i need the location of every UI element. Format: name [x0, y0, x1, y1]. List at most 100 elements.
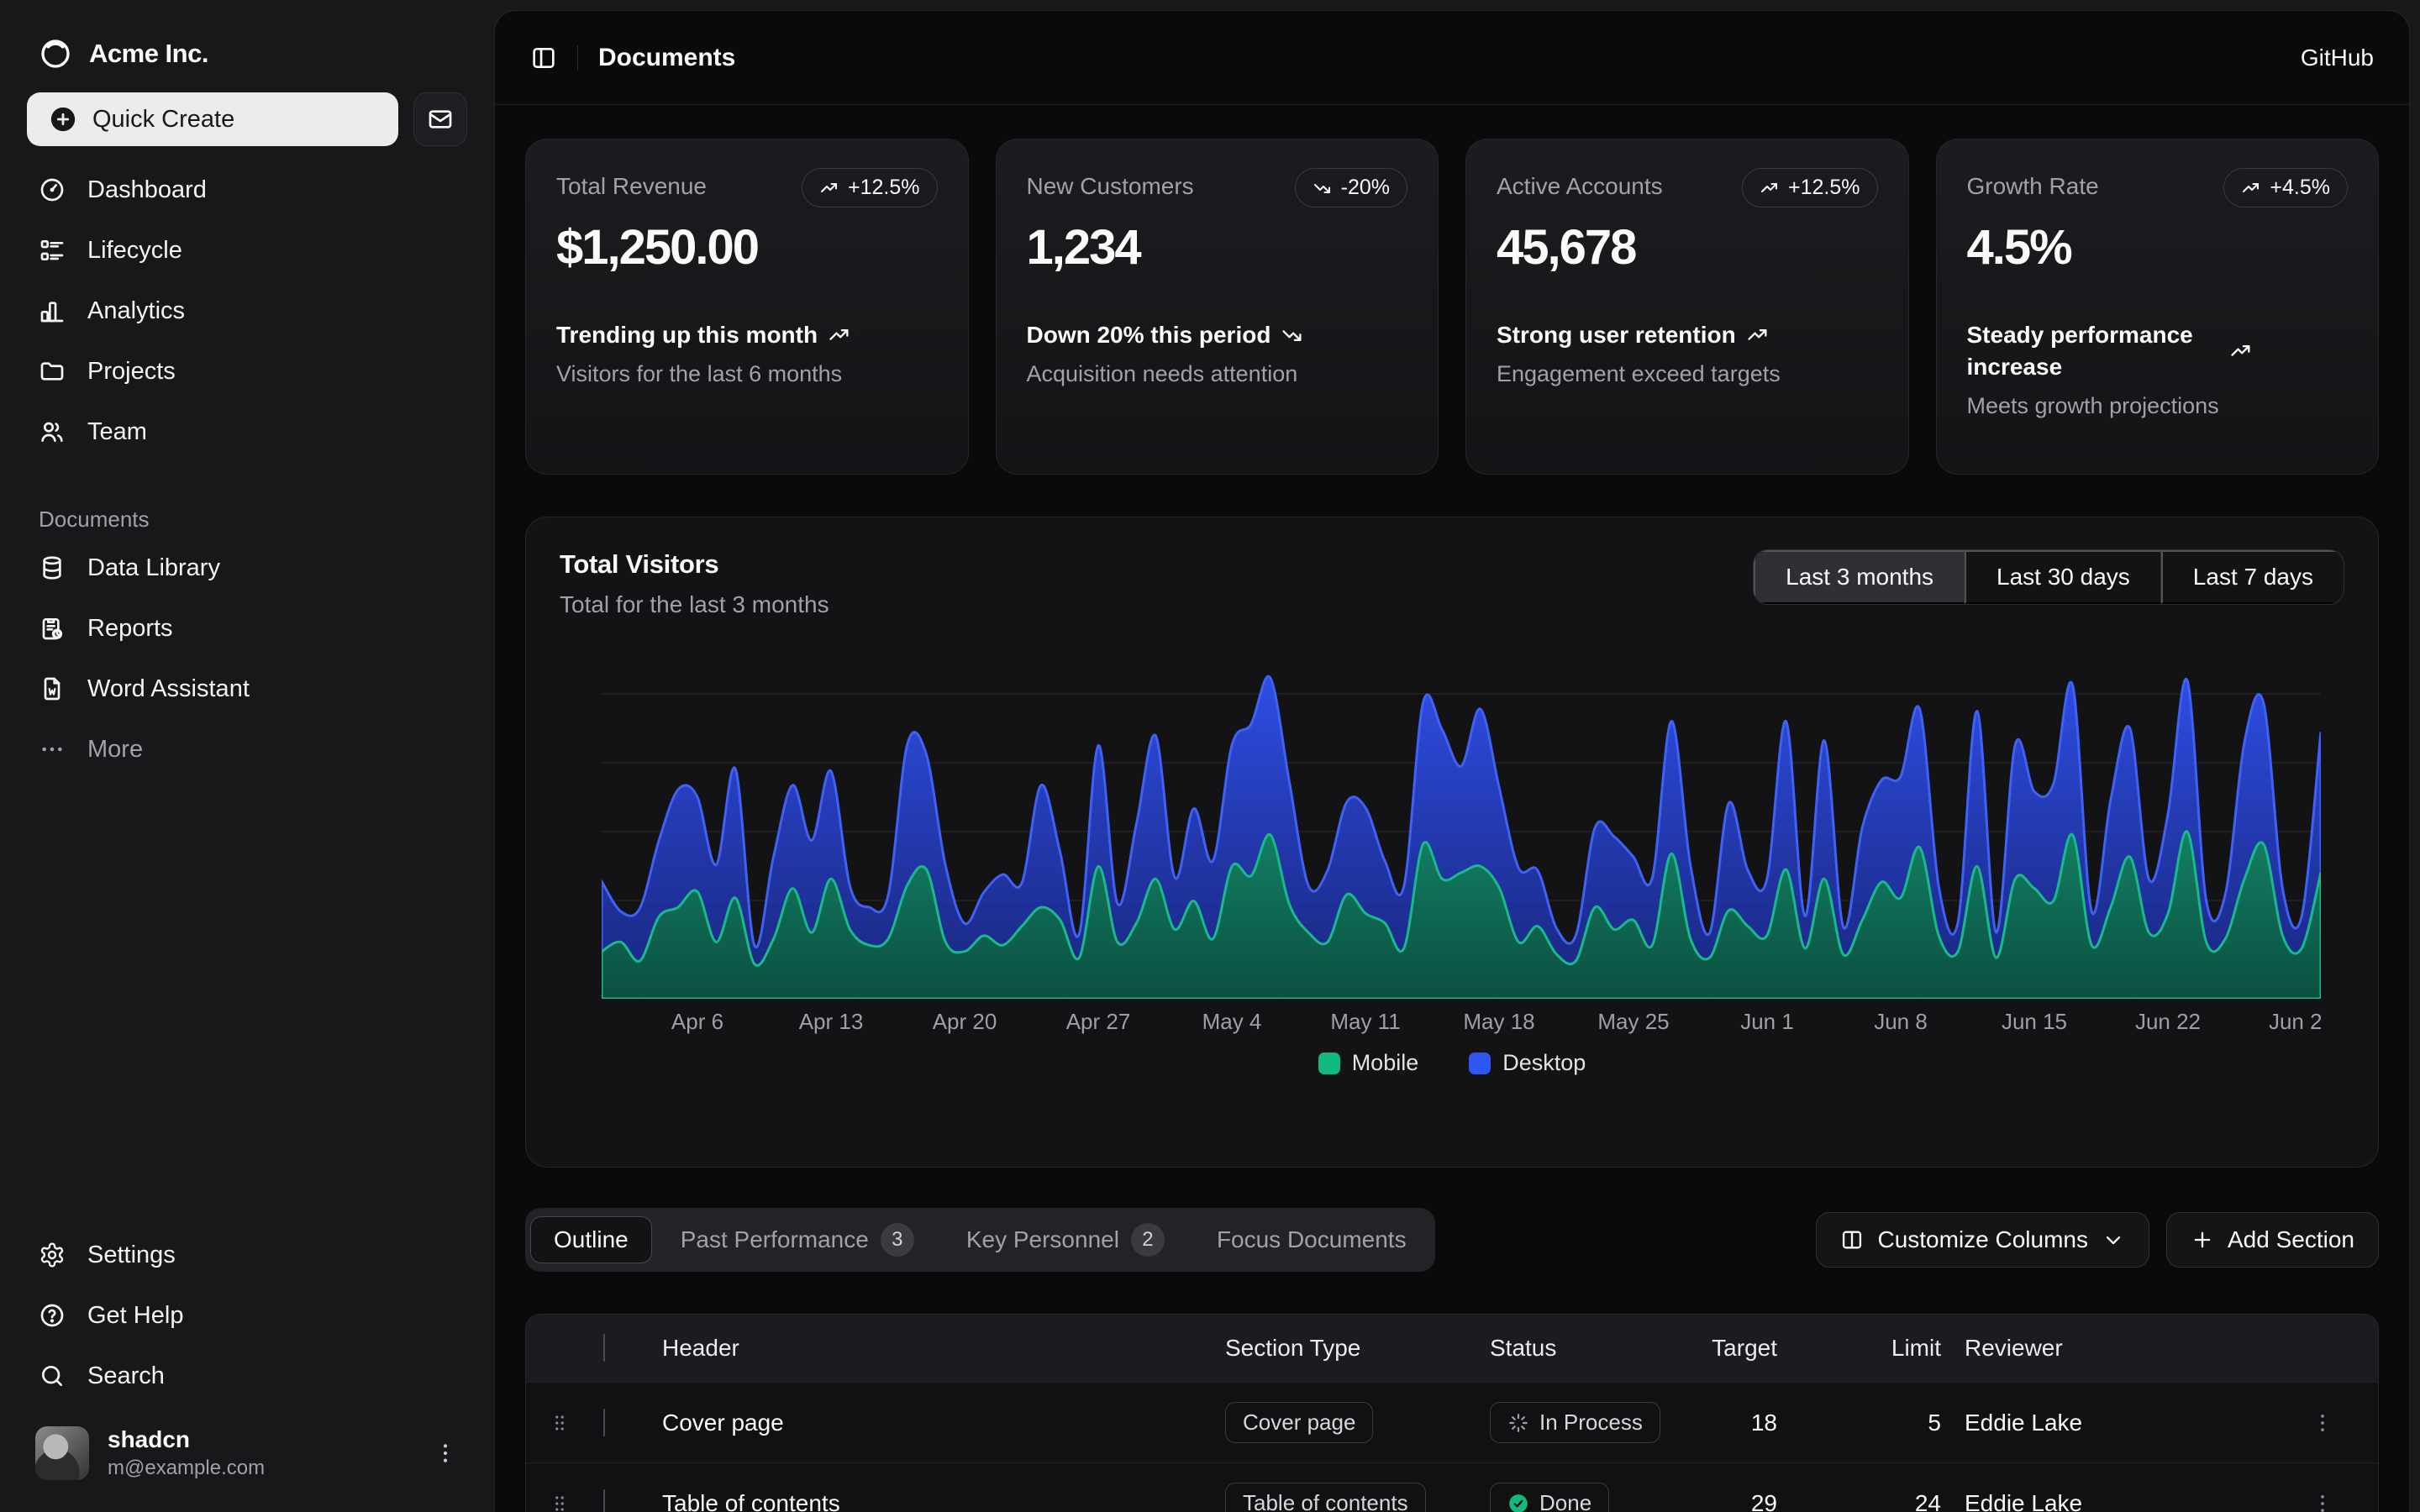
svg-text:Jun 15: Jun 15 [2002, 1009, 2067, 1034]
svg-text:Apr 6: Apr 6 [671, 1009, 723, 1034]
sidebar-item-label: Search [87, 1362, 165, 1389]
sidebar-item-word-assistant[interactable]: Word Assistant [27, 659, 467, 719]
list-details-icon [39, 237, 66, 264]
sidebar-item-lifecycle[interactable]: Lifecycle [27, 220, 467, 281]
sections-table: Header Section Type Status Target Limit … [525, 1314, 2379, 1512]
row-header-link[interactable]: Table of contents [662, 1489, 840, 1512]
sidebar-item-team[interactable]: Team [27, 402, 467, 462]
card-foot-title: Down 20% this period [1027, 319, 1408, 351]
more-vertical-icon[interactable] [432, 1440, 459, 1467]
sidebar-item-more[interactable]: More [27, 719, 467, 780]
sidebar-item-search[interactable]: Search [27, 1346, 467, 1406]
svg-text:Jun 29: Jun 29 [2269, 1009, 2321, 1034]
time-range-toggle: Last 3 months Last 30 days Last 7 days [1753, 549, 2344, 605]
folder-icon [39, 358, 66, 385]
svg-text:Jun 22: Jun 22 [2135, 1009, 2201, 1034]
table-toolbar: Outline Past Performance 3 Key Personnel… [525, 1208, 2379, 1272]
col-limit: Limit [1891, 1335, 1941, 1361]
card-value: $1,250.00 [556, 220, 760, 275]
range-last-3-months[interactable]: Last 3 months [1754, 550, 1965, 604]
row-checkbox[interactable] [603, 1408, 605, 1436]
legend-desktop[interactable]: Desktop [1469, 1050, 1586, 1076]
drag-handle-icon[interactable] [526, 1493, 593, 1512]
trending-up-icon [1761, 182, 1777, 192]
quick-create-button[interactable]: Quick Create [27, 92, 398, 146]
documents-nav: Data Library Reports Word Assistant More [27, 538, 467, 780]
add-section-button[interactable]: Add Section [2166, 1212, 2379, 1268]
chart-subtitle: Total for the last 3 months [560, 591, 829, 617]
user-menu[interactable]: shadcn m@example.com [27, 1415, 467, 1492]
trending-down-icon [1313, 183, 1330, 193]
legend-mobile[interactable]: Mobile [1318, 1050, 1418, 1076]
card-value: 45,678 [1497, 220, 1637, 275]
section-type-badge: Cover page [1225, 1402, 1374, 1443]
svg-text:Jun 1: Jun 1 [1740, 1009, 1794, 1034]
users-icon [39, 418, 66, 445]
github-link[interactable]: GitHub [2300, 44, 2374, 71]
svg-text:Apr 13: Apr 13 [799, 1009, 864, 1034]
table-row: Table of contents Table of contents Done… [526, 1462, 2378, 1512]
row-menu-button[interactable] [2281, 1410, 2365, 1436]
drag-handle-icon[interactable] [526, 1412, 593, 1434]
sidebar-item-settings[interactable]: Settings [27, 1225, 467, 1285]
target-value[interactable]: 18 [1750, 1409, 1777, 1436]
visitors-chart-card: Total Visitors Total for the last 3 mont… [525, 517, 2379, 1168]
limit-value[interactable]: 5 [1928, 1409, 1941, 1436]
sidebar-item-analytics[interactable]: Analytics [27, 281, 467, 341]
columns-icon [1843, 1231, 1862, 1249]
col-status: Status [1490, 1335, 1557, 1361]
reviewer-value[interactable]: Eddie Lake [1965, 1489, 2083, 1512]
sidebar-toggle-button[interactable] [530, 45, 557, 71]
loader-icon [1509, 1413, 1528, 1432]
range-last-7-days[interactable]: Last 7 days [2160, 550, 2344, 604]
sidebar-item-label: Data Library [87, 554, 220, 581]
svg-text:Apr 27: Apr 27 [1066, 1009, 1131, 1034]
select-all-checkbox[interactable] [603, 1334, 605, 1362]
card-title: Active Accounts [1497, 173, 1663, 199]
gauge-icon [39, 176, 66, 203]
sidebar-item-label: Team [87, 417, 147, 445]
sidebar-item-dashboard[interactable]: Dashboard [27, 160, 467, 220]
trend-badge: -20% [1294, 168, 1407, 207]
tab-outline[interactable]: Outline [530, 1216, 652, 1263]
search-icon [39, 1362, 66, 1389]
customize-columns-button[interactable]: Customize Columns [1816, 1212, 2149, 1268]
tab-focus-documents[interactable]: Focus Documents [1216, 1226, 1407, 1252]
status-badge: In Process [1490, 1402, 1660, 1443]
card-foot-desc: Meets growth projections [1966, 392, 2219, 418]
trend-badge: +12.5% [1742, 168, 1878, 207]
svg-text:May 11: May 11 [1330, 1009, 1400, 1034]
card-total-revenue: Total Revenue +12.5% $1,250.00 Trending … [525, 139, 969, 475]
sidebar-item-get-help[interactable]: Get Help [27, 1285, 467, 1346]
card-value: 4.5% [1966, 220, 2073, 275]
card-active-accounts: Active Accounts +12.5% 45,678 Strong use… [1465, 139, 1909, 475]
reviewer-value[interactable]: Eddie Lake [1965, 1409, 2083, 1436]
file-word-icon [39, 675, 66, 702]
tab-key-personnel[interactable]: Key Personnel 2 [943, 1213, 1188, 1267]
tab-past-performance[interactable]: Past Performance 3 [657, 1213, 938, 1267]
table-row: Cover page Cover page In Process 18 5 Ed… [526, 1382, 2378, 1462]
documents-section-label: Documents [39, 506, 150, 532]
sidebar-item-reports[interactable]: Reports [27, 598, 467, 659]
row-menu-button[interactable] [2281, 1491, 2365, 1512]
more-vertical-icon [2321, 1414, 2324, 1431]
trending-up-icon [2230, 344, 2249, 356]
org-switcher[interactable]: Acme Inc. [27, 0, 467, 71]
sidebar-item-label: Dashboard [87, 176, 207, 203]
inbox-button[interactable] [413, 92, 467, 146]
area-chart[interactable]: Apr 6 Apr 13 Apr 20 Apr 27 May 4 May 11 May 18… [602, 652, 2344, 1045]
more-vertical-icon [2321, 1494, 2324, 1512]
range-last-30-days[interactable]: Last 30 days [1965, 550, 2161, 604]
section-type-badge: Table of contents [1225, 1483, 1426, 1512]
row-checkbox[interactable] [603, 1488, 605, 1512]
limit-value[interactable]: 24 [1914, 1489, 1941, 1512]
table-header-row: Header Section Type Status Target Limit … [526, 1315, 2378, 1382]
sidebar-item-projects[interactable]: Projects [27, 341, 467, 402]
target-value[interactable]: 29 [1750, 1489, 1777, 1512]
card-foot-desc: Visitors for the last 6 months [556, 360, 843, 386]
trending-down-icon [1282, 330, 1302, 341]
card-foot-title: Trending up this month [556, 319, 938, 351]
row-header-link[interactable]: Cover page [662, 1409, 784, 1436]
sidebar-item-data-library[interactable]: Data Library [27, 538, 467, 598]
